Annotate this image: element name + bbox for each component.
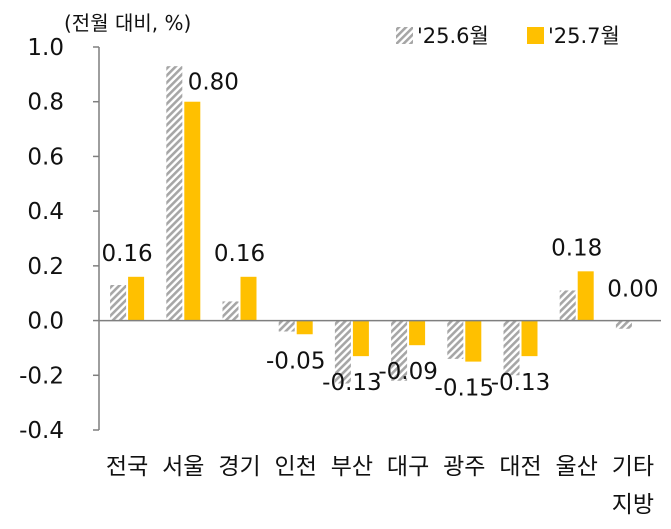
data-label: -0.13	[491, 370, 551, 396]
y-tick-label: -0.4	[19, 418, 64, 444]
category-label: 부산	[331, 454, 373, 480]
bar-series-2	[128, 276, 145, 321]
bar-series-1	[110, 285, 127, 321]
bar-series-1	[391, 320, 408, 381]
bar-series-2	[296, 320, 313, 335]
bar-series-2	[352, 320, 369, 357]
y-tick-label: -0.2	[19, 363, 64, 389]
bar-series-1	[166, 66, 183, 321]
category-label: 전국	[106, 454, 148, 480]
y-tick-label: 0.4	[27, 199, 64, 225]
bar-series-1	[615, 320, 632, 329]
data-label: 0.00	[607, 277, 658, 303]
bar-series-2	[184, 101, 201, 321]
bar-series-1	[503, 320, 520, 376]
bar-series-1	[278, 320, 295, 332]
category-label: 인천	[275, 454, 317, 480]
bar-series-1	[334, 320, 351, 384]
category-label: 울산	[556, 454, 598, 480]
data-labels: 0.160.800.16-0.05-0.13-0.09-0.15-0.130.1…	[101, 70, 658, 402]
data-label: 0.16	[101, 241, 152, 267]
data-label: -0.05	[266, 348, 326, 374]
data-label: 0.18	[551, 235, 602, 261]
legend-swatch-series-2	[527, 27, 544, 44]
data-label: 0.80	[188, 70, 239, 96]
data-label: -0.15	[435, 376, 495, 402]
category-label: 서울	[162, 454, 204, 480]
bar-series-2	[409, 320, 426, 346]
bars	[110, 66, 632, 384]
bar-series-2	[465, 320, 482, 362]
y-tick-label: 0.2	[27, 254, 64, 280]
bar-series-1	[222, 301, 239, 321]
legend-swatch-series-1	[396, 27, 413, 44]
category-labels: 전국 서울 경기 인천 부산 대구 광주 대전 울산 기타 지방	[106, 454, 654, 518]
y-tick-label: 0.6	[27, 144, 64, 170]
bar-series-2	[240, 276, 257, 321]
category-label: 대전	[499, 454, 541, 480]
category-label: 기타 지방	[612, 454, 654, 518]
y-tick-label: 1.0	[27, 35, 64, 61]
data-label: 0.16	[214, 241, 265, 267]
y-tick-label: 0.8	[27, 90, 64, 116]
category-label: 광주	[443, 454, 485, 480]
legend-label-series-1: '25.6월	[417, 24, 489, 48]
bar-series-1	[559, 290, 576, 321]
bar-series-1	[447, 320, 464, 359]
y-tick-label: 0.0	[27, 309, 64, 335]
legend: '25.6월 '25.7월	[396, 24, 620, 48]
bar-series-2	[577, 271, 594, 321]
unit-label: (전월 대비, %)	[64, 11, 191, 35]
category-label: 대구	[387, 454, 429, 480]
data-label: -0.09	[378, 359, 438, 385]
category-label: 경기	[218, 454, 260, 480]
data-label: -0.13	[322, 370, 382, 396]
y-axis: 1.0 0.8 0.6 0.4 0.2 0.0 -0.2 -0.4	[19, 35, 100, 444]
bar-series-2	[521, 320, 538, 357]
legend-label-series-2: '25.7월	[548, 24, 620, 48]
